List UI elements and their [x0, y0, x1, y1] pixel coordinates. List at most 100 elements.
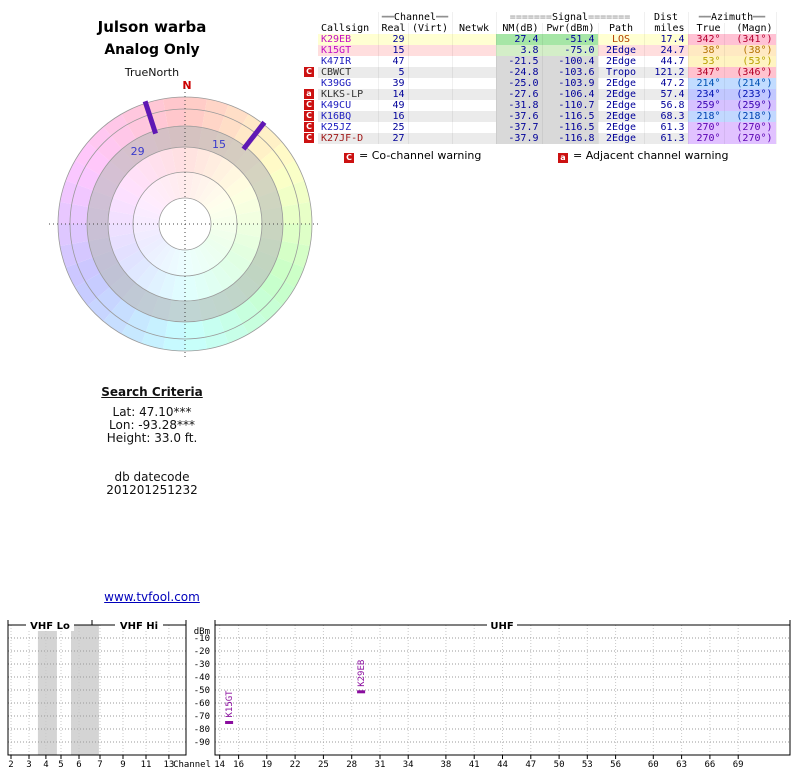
column-header-distance-miles: miles	[644, 23, 689, 34]
cell-network	[452, 100, 497, 111]
cell-azimuth-magnetic: (233°)	[724, 89, 777, 100]
warning-symbol: C	[344, 153, 354, 163]
station-signal-table: ━━Channel━━ =======Signal======= Dist ━━Azi…	[318, 12, 777, 144]
dbm-tick-label: -30	[194, 660, 210, 670]
table-row: K29EB 29 27.4 -51.4 LOS 17.4 342° (341°)	[318, 34, 777, 45]
cell-real-channel: 16	[378, 111, 409, 122]
channel-tick-label: 16	[233, 760, 244, 768]
channel-tick-label: 50	[554, 760, 565, 768]
cell-noise-margin: -21.5	[496, 56, 543, 67]
channel-tick-label: 25	[318, 760, 329, 768]
latitude-value: Lat: 47.10***	[112, 405, 192, 419]
cell-callsign[interactable]: K47IR	[318, 56, 379, 67]
column-header-path: Path	[598, 23, 645, 34]
legend-item: a = Adjacent channel warning	[558, 149, 729, 163]
cell-distance-miles: 61.3	[644, 122, 689, 133]
dbm-tick-label: -90	[194, 738, 210, 748]
db-datecode-value: 201201251232	[106, 483, 198, 497]
cell-real-channel: 29	[378, 34, 409, 45]
north-indicator: N	[182, 79, 192, 92]
cell-azimuth-magnetic: (214°)	[724, 78, 777, 89]
cell-distance-miles: 68.3	[644, 111, 689, 122]
column-header-real-channel: Real	[378, 23, 409, 34]
cell-callsign[interactable]: K29EB	[318, 34, 379, 45]
channel-tick-label: 9	[120, 760, 125, 768]
warning-flag: C	[304, 111, 314, 121]
cell-virtual-channel	[408, 122, 453, 133]
channel-tick-label: 14	[214, 760, 225, 768]
channel-tick-label: 66	[704, 760, 715, 768]
group-header-channel: ━━Channel━━	[378, 12, 453, 23]
column-header-signal-power: Pwr(dBm)	[542, 23, 599, 34]
cell-signal-power: -103.9	[542, 78, 599, 89]
channel-tick-label: 6	[76, 760, 81, 768]
channel-tick-label: 63	[676, 760, 687, 768]
cell-noise-margin: -37.7	[496, 122, 543, 133]
height-value: Height: 33.0 ft.	[106, 431, 198, 445]
channel-tick-label: 3	[26, 760, 31, 768]
station-channel-label: 15	[212, 138, 226, 151]
group-header-azimuth: ━━Azimuth━━	[688, 12, 777, 23]
table-row: K47IR 47 -21.5 -100.4 2Edge 44.7 53° (53°)	[318, 56, 777, 67]
cell-path: LOS	[598, 34, 645, 45]
signal-strength-chart: -10 -20 -30 -40 -50 -60 -70 -80 -90 2 3 4 5 6 7 9 11 13 14…	[0, 618, 800, 768]
channel-tick-label: 28	[346, 760, 357, 768]
cell-path: Tropo	[598, 67, 645, 78]
table-row: K15GT 15 3.8 -75.0 2Edge 24.7 38° (38°)	[318, 45, 777, 56]
table-row: K49CU 49 -31.8 -110.7 2Edge 56.8 259° (259°)	[318, 100, 777, 111]
report-subtitle: Analog Only	[104, 42, 200, 58]
station-azimuth-marker	[142, 100, 158, 135]
cell-distance-miles: 61.3	[644, 133, 689, 144]
column-header-azimuth-true: True	[688, 23, 725, 34]
cell-real-channel: 15	[378, 45, 409, 56]
cell-noise-margin: -37.9	[496, 133, 543, 144]
tvfool-link[interactable]: www.tvfool.com	[104, 590, 200, 604]
range-ring	[158, 197, 212, 251]
radar-plot-svg: 29 15	[49, 88, 321, 360]
cell-callsign[interactable]: KLKS-LP	[318, 89, 379, 100]
cell-path: 2Edge	[598, 111, 645, 122]
cell-callsign[interactable]: K49CU	[318, 100, 379, 111]
dbm-tick-label: -80	[194, 725, 210, 735]
cell-path: 2Edge	[598, 133, 645, 144]
cell-network	[452, 111, 497, 122]
cell-callsign[interactable]: K27JF-D	[318, 133, 379, 144]
cell-network	[452, 67, 497, 78]
channel-tick-label: 41	[469, 760, 480, 768]
dbm-tick-label: -40	[194, 673, 210, 683]
table-row: K27JF-D 27 -37.9 -116.8 2Edge 61.3 270° (270°)	[318, 133, 777, 144]
cell-callsign[interactable]: K16BQ	[318, 111, 379, 122]
column-header-azimuth-magnetic: (Magn)	[724, 23, 777, 34]
db-datecode-label: db datecode	[114, 470, 190, 484]
cell-distance-miles: 121.2	[644, 67, 689, 78]
warning-flag: C	[304, 133, 314, 143]
dbm-tick-label: -50	[194, 686, 210, 696]
column-header-virtual-channel: (Virt)	[408, 23, 453, 34]
page-title: Julson warba	[97, 18, 207, 36]
channel-axis-label: Channel	[173, 760, 211, 768]
band-chart-svg: -10-20-30-40-50-60-70-80-902 3 4 5 6 7 9 11 13 14…	[7, 619, 791, 768]
cell-azimuth-true: 214°	[688, 78, 725, 89]
cell-callsign[interactable]: CBWCT	[318, 67, 379, 78]
true-north-label: TrueNorth	[124, 66, 180, 79]
cell-callsign[interactable]: K15GT	[318, 45, 379, 56]
cell-network	[452, 89, 497, 100]
cell-real-channel: 49	[378, 100, 409, 111]
band-section-label: VHF Lo	[30, 621, 70, 632]
cell-signal-power: -100.4	[542, 56, 599, 67]
cell-azimuth-true: 218°	[688, 111, 725, 122]
cell-callsign[interactable]: K39GG	[318, 78, 379, 89]
cell-distance-miles: 57.4	[644, 89, 689, 100]
cell-signal-power: -51.4	[542, 34, 599, 45]
cell-azimuth-magnetic: (259°)	[724, 100, 777, 111]
group-header-blank	[452, 12, 497, 23]
channel-tick-label: 31	[375, 760, 386, 768]
warning-legend: C = Co-channel warning a = Adjacent channel…	[318, 149, 792, 163]
dbm-tick-label: -10	[194, 634, 210, 644]
signal-point	[225, 721, 234, 724]
cell-azimuth-true: 347°	[688, 67, 725, 78]
cell-distance-miles: 47.2	[644, 78, 689, 89]
channel-tick-label: 44	[497, 760, 508, 768]
cell-callsign[interactable]: K25JZ	[318, 122, 379, 133]
